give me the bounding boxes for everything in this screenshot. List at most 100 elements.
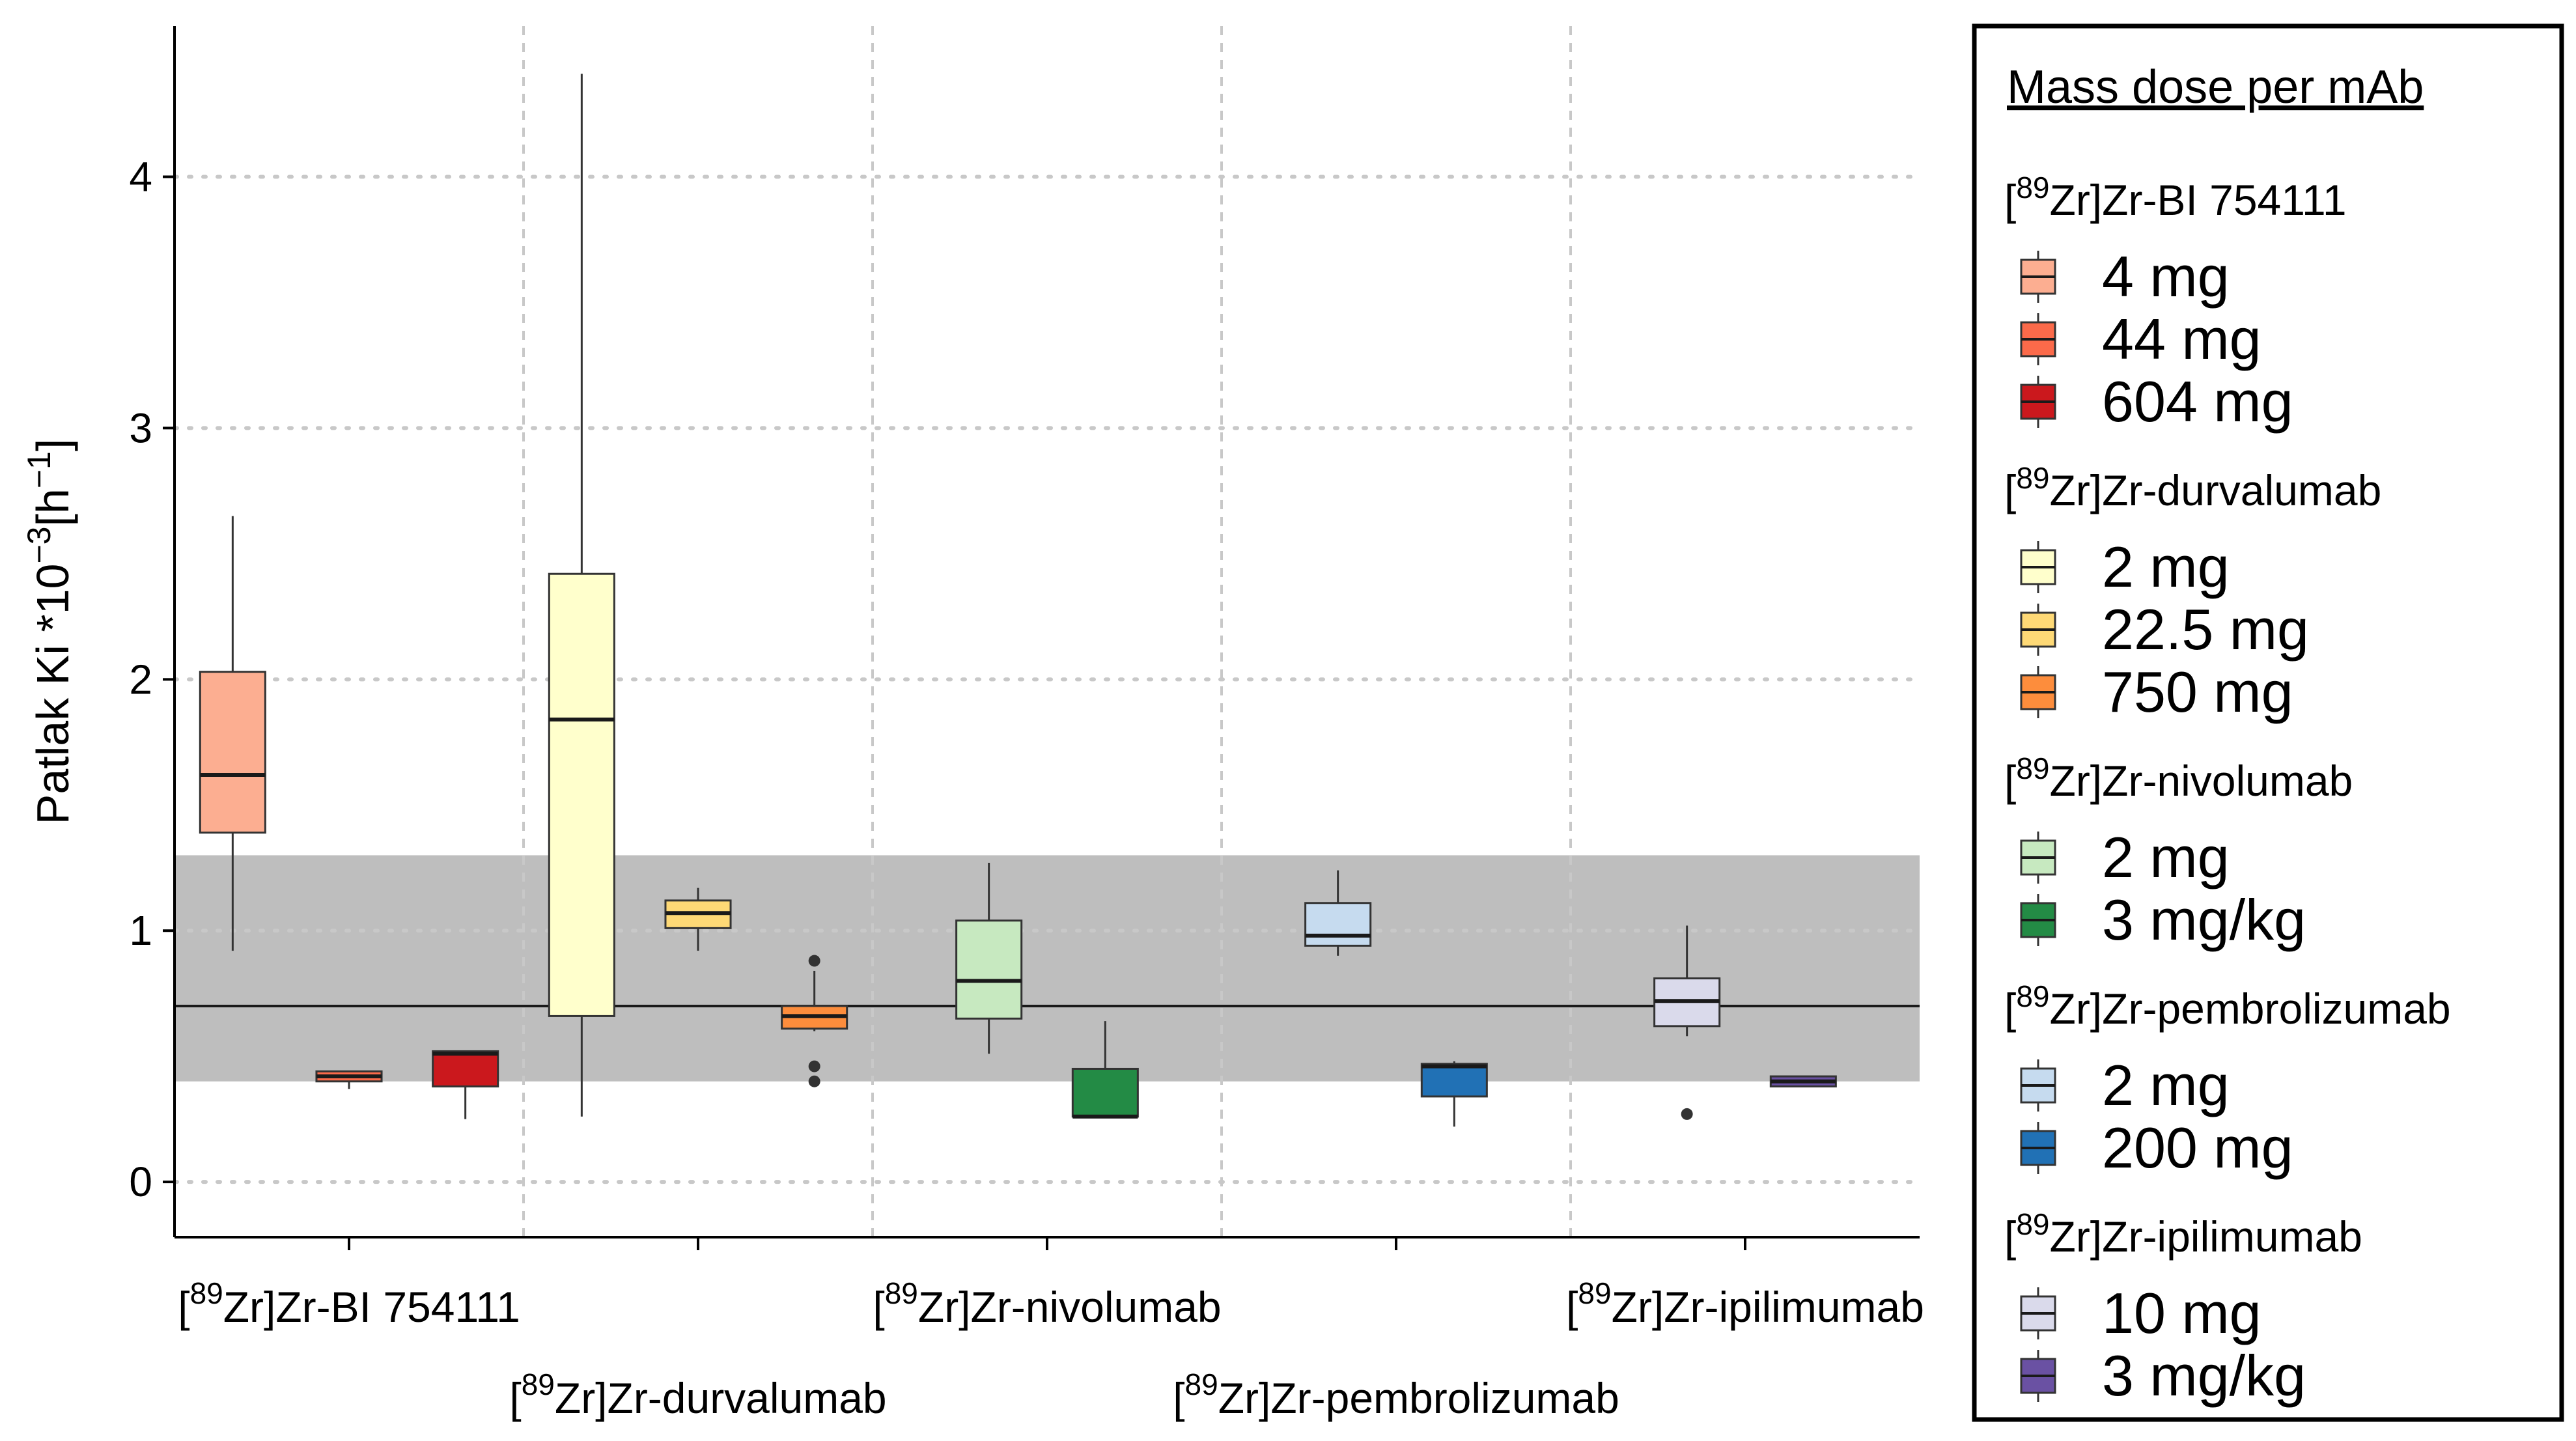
legend-item-label: 44 mg [2102, 307, 2261, 371]
legend-item-label: 750 mg [2102, 660, 2293, 724]
y-axis-title: Patlak Ki *10−3[h−1] [21, 439, 78, 825]
box-body [1420, 1063, 1488, 1098]
box-body [199, 671, 266, 834]
legend-item-label: 22.5 mg [2102, 597, 2309, 662]
legend-item-label: 604 mg [2102, 369, 2293, 434]
box-body [432, 1050, 499, 1087]
box-body [1071, 1067, 1139, 1118]
legend-section-isotope: 89 [2016, 171, 2049, 204]
legend-section-title: [89Zr]Zr-nivolumab [2004, 751, 2353, 805]
box-2 [432, 1050, 499, 1119]
box-11 [1769, 1075, 1837, 1087]
y-tick-label: 3 [129, 404, 152, 451]
legend-section-name: Zr]Zr-ipilimumab [2050, 1212, 2362, 1261]
legend-border [1972, 23, 2564, 1422]
box-0 [199, 516, 266, 951]
legend-item-label: 3 mg/kg [2102, 1343, 2306, 1408]
box-10 [1653, 925, 1721, 1120]
box-body [955, 919, 1023, 1020]
y-axis-title-unit-exponent: −1 [21, 451, 57, 488]
legend-section-title: [89Zr]Zr-pembrolizumab [2004, 979, 2451, 1033]
box-5 [781, 955, 848, 1087]
legend-title: Mass dose per mAb [2007, 61, 2424, 113]
legend-key [2020, 1287, 2056, 1339]
legend-section-name: Zr]Zr-durvalumab [2050, 466, 2382, 514]
x-tick-label-bracket: [ [1173, 1374, 1184, 1422]
outlier-point [808, 955, 820, 967]
x-tick-label-name: Zr]Zr-ipilimumab [1612, 1283, 1924, 1331]
legend-key [2020, 313, 2056, 365]
x-tick-label: [89Zr]Zr-ipilimumab [1566, 1276, 1924, 1331]
y-axis-title-unit-open: [h [27, 488, 78, 526]
x-tick-label-bracket: [ [509, 1374, 521, 1422]
outlier-point [808, 1075, 820, 1087]
y-axis-title-unit-close: ] [27, 439, 78, 451]
x-tick-label-name: Zr]Zr-durvalumab [555, 1374, 887, 1422]
legend-section-title: [89Zr]Zr-durvalumab [2004, 461, 2381, 514]
legend-section-isotope: 89 [2016, 1207, 2049, 1241]
x-tick-label: [89Zr]Zr-pembrolizumab [1173, 1367, 1619, 1422]
outlier-point [808, 1060, 820, 1072]
y-axis-title-exponent: −3 [21, 527, 57, 564]
legend-section-title: [89Zr]Zr-BI 754111 [2004, 171, 2347, 224]
outlier-point [1681, 1108, 1693, 1120]
legend-item-label: 2 mg [2102, 825, 2230, 889]
box-3 [548, 74, 615, 1117]
legend-key [2020, 251, 2056, 303]
box-body [548, 572, 615, 1017]
x-tick-label-isotope: 89 [1185, 1367, 1218, 1401]
legend-item-label: 2 mg [2102, 1053, 2230, 1117]
x-tick-label-bracket: [ [1566, 1283, 1578, 1331]
legend-section-bracket: [ [2004, 985, 2016, 1033]
legend-section-bracket: [ [2004, 1212, 2016, 1261]
box-6 [955, 863, 1023, 1054]
legend-section-isotope: 89 [2016, 751, 2049, 785]
box-7 [1071, 1021, 1139, 1119]
reference-band [175, 855, 1920, 1082]
legend-section-title: [89Zr]Zr-ipilimumab [2004, 1207, 2362, 1261]
legend-item-label: 10 mg [2102, 1281, 2261, 1345]
x-tick-label-name: Zr]Zr-nivolumab [918, 1283, 1222, 1331]
legend-section-name: Zr]Zr-nivolumab [2050, 757, 2353, 805]
box-8 [1304, 870, 1372, 956]
x-tick-label-isotope: 89 [1578, 1276, 1611, 1310]
legend-section-name: Zr]Zr-pembrolizumab [2050, 985, 2451, 1033]
legend-section-bracket: [ [2004, 466, 2016, 514]
box-body [1304, 902, 1372, 947]
legend-key [2020, 832, 2056, 884]
box-4 [664, 888, 732, 951]
x-tick-label-bracket: [ [873, 1283, 884, 1331]
legend-key [2020, 1059, 2056, 1112]
y-tick-label: 0 [129, 1158, 152, 1205]
legend-key [2020, 666, 2056, 718]
legend-item-label: 2 mg [2102, 535, 2230, 599]
legend-item-label: 200 mg [2102, 1115, 2293, 1180]
x-tick-label: [89Zr]Zr-nivolumab [873, 1276, 1221, 1331]
x-tick-label-isotope: 89 [190, 1276, 223, 1310]
x-tick-label-name: Zr]Zr-BI 754111 [223, 1283, 520, 1331]
legend-key [2020, 1350, 2056, 1402]
legend-key [2020, 541, 2056, 593]
x-tick-label-name: Zr]Zr-pembrolizumab [1218, 1374, 1619, 1422]
legend-section-isotope: 89 [2016, 979, 2049, 1013]
legend-key [2020, 376, 2056, 428]
y-tick-label: 4 [129, 154, 152, 201]
y-tick-label: 1 [129, 907, 152, 954]
legend-key [2020, 1122, 2056, 1174]
legend-section-name: Zr]Zr-BI 754111 [2050, 176, 2347, 224]
y-axis-title-main: Patlak Ki *10 [27, 564, 78, 825]
y-tick-label: 2 [129, 656, 152, 703]
legend-section-bracket: [ [2004, 176, 2016, 224]
box-1 [315, 1070, 383, 1089]
x-tick-label-bracket: [ [178, 1283, 189, 1331]
box-9 [1420, 1061, 1488, 1127]
x-tick-label-isotope: 89 [885, 1276, 918, 1310]
legend-key [2020, 894, 2056, 946]
legend-item-label: 4 mg [2102, 244, 2230, 309]
x-tick-label-isotope: 89 [522, 1367, 555, 1401]
x-tick-label: [89Zr]Zr-BI 754111 [178, 1276, 520, 1331]
legend-key [2020, 604, 2056, 656]
